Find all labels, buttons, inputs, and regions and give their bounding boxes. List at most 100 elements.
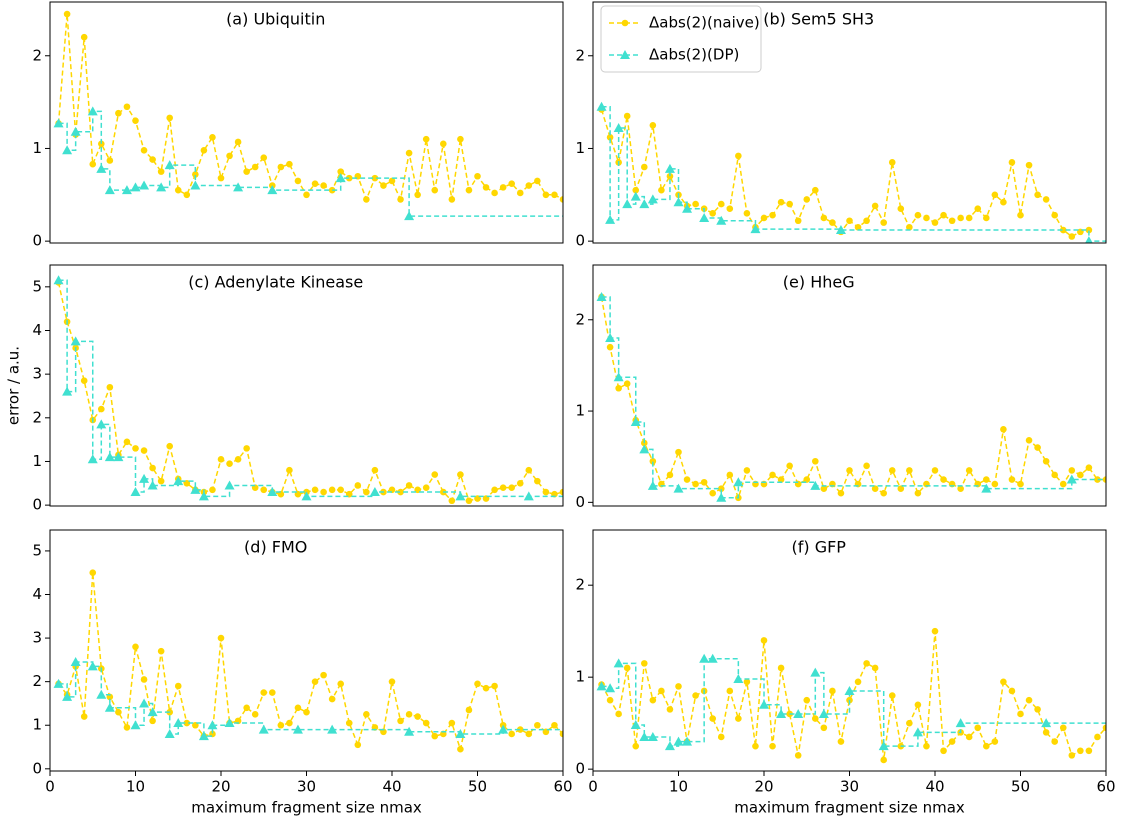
data-point: [957, 485, 964, 492]
data-point: [923, 742, 930, 750]
data-point: [1068, 467, 1076, 474]
axes-frame: [592, 529, 1107, 772]
panel-title: (e) HheG: [783, 273, 855, 292]
data-point: [596, 681, 607, 691]
data-point: [666, 172, 674, 180]
data-point: [233, 182, 244, 192]
data-point: [234, 455, 242, 463]
data-point: [914, 489, 922, 497]
data-point: [337, 168, 345, 175]
data-point: [854, 223, 862, 231]
data-point: [794, 217, 802, 225]
data-point: [198, 491, 209, 501]
data-point: [717, 733, 725, 741]
data-point: [735, 152, 742, 160]
data-point: [1017, 710, 1024, 718]
data-point: [542, 191, 550, 199]
data-point: [491, 189, 498, 197]
data-point: [605, 683, 616, 693]
data-point: [431, 732, 439, 740]
data-point: [981, 483, 992, 493]
data-point: [130, 182, 141, 192]
data-point: [292, 724, 303, 734]
data-point: [777, 664, 785, 672]
data-point: [613, 123, 624, 133]
data-point: [328, 486, 336, 494]
data-point: [641, 163, 648, 171]
data-point: [596, 101, 607, 111]
data-point: [647, 480, 658, 490]
data-point: [224, 718, 235, 728]
legend-box: [600, 5, 762, 73]
data-point: [251, 163, 259, 171]
data-point: [448, 719, 456, 727]
data-point: [234, 138, 242, 146]
data-point: [726, 205, 734, 213]
data-point: [457, 745, 464, 753]
data-point: [277, 721, 285, 729]
data-point: [622, 199, 633, 209]
data-point: [149, 717, 156, 725]
data-point: [132, 117, 139, 124]
data-point: [414, 713, 421, 720]
data-point: [157, 477, 165, 485]
data-point: [897, 205, 905, 213]
x-tick-label: 10: [126, 778, 145, 796]
data-point: [1068, 752, 1076, 759]
data-point: [965, 467, 973, 474]
data-point: [269, 689, 276, 696]
data-point: [139, 698, 150, 708]
data-point: [776, 708, 787, 718]
x-tick-label: 20: [211, 778, 230, 796]
y-tick-label: 1: [575, 139, 585, 157]
data-point: [1059, 724, 1067, 732]
data-point: [388, 678, 396, 685]
legend-label: Δabs(2)(DP): [649, 46, 739, 64]
data-point: [1085, 747, 1093, 755]
data-point: [525, 182, 533, 189]
data-point: [1042, 457, 1050, 465]
data-point: [1085, 226, 1093, 234]
x-tick-label: 50: [1011, 778, 1030, 796]
data-point: [752, 742, 759, 750]
data-point: [880, 756, 887, 764]
data-point: [639, 199, 650, 209]
data-point: [311, 678, 319, 685]
y-tick-label: 1: [32, 139, 42, 157]
data-point: [121, 185, 132, 195]
data-point: [675, 683, 682, 690]
data-point: [388, 177, 396, 185]
data-point: [62, 386, 73, 396]
data-point: [70, 126, 81, 136]
axes-frame: [592, 1, 1107, 244]
data-point: [606, 696, 614, 704]
data-point: [692, 200, 699, 208]
data-point: [422, 719, 430, 727]
data-point: [649, 121, 657, 129]
data-point: [991, 738, 999, 745]
data-point: [1077, 471, 1084, 479]
data-point: [63, 10, 71, 18]
data-point: [465, 186, 473, 194]
data-point: [673, 197, 684, 207]
data-point: [448, 196, 456, 203]
data-point: [700, 478, 708, 486]
data-point: [243, 168, 250, 175]
data-point: [140, 447, 148, 454]
data-point: [551, 191, 558, 199]
data-point: [1059, 480, 1067, 488]
data-point: [123, 103, 131, 111]
data-point: [508, 730, 515, 738]
data-point: [311, 486, 319, 494]
data-point: [914, 211, 922, 219]
data-point: [53, 275, 64, 285]
data-point: [717, 200, 725, 208]
data-point: [647, 731, 658, 741]
axes-frame: [49, 264, 564, 507]
y-tick-label: 1: [32, 716, 42, 734]
data-point: [405, 482, 413, 489]
panel-title: (c) Adenylate Kinease: [188, 273, 363, 292]
data-point: [673, 736, 684, 746]
data-point: [1102, 476, 1106, 483]
data-point: [1017, 211, 1024, 219]
